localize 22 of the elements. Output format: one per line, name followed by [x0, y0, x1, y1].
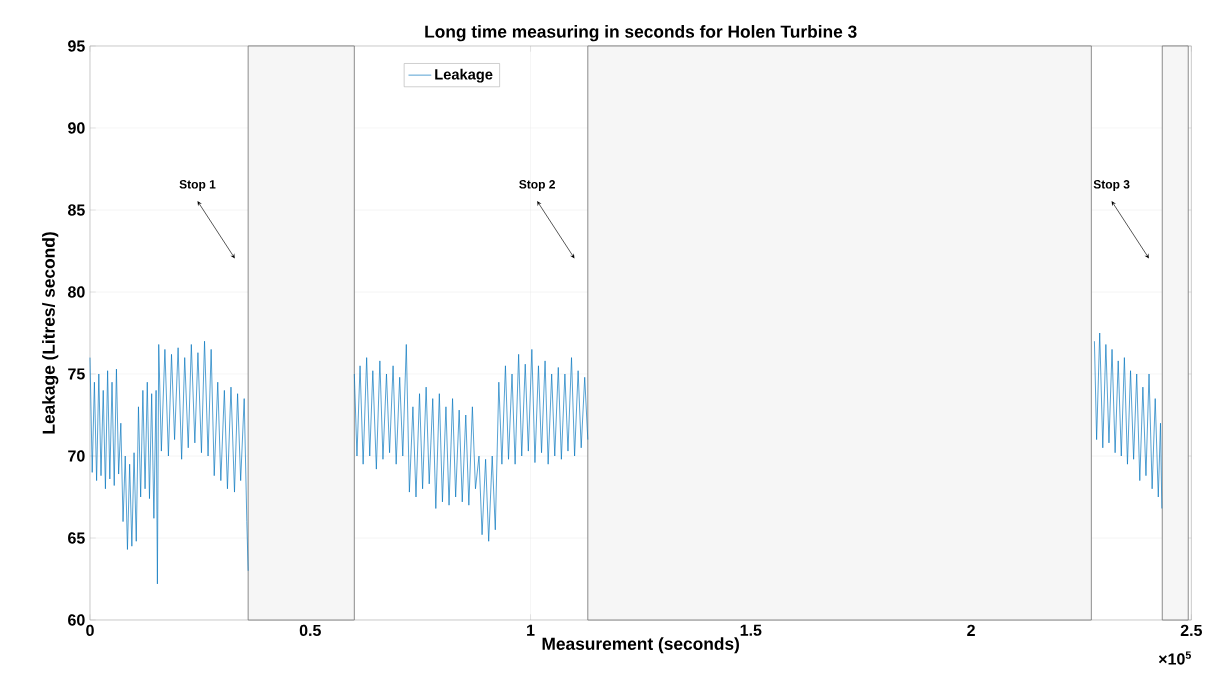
- legend-label: Leakage: [435, 68, 493, 83]
- annotation: Stop 2: [519, 180, 555, 191]
- annotation: Stop 3: [1093, 180, 1130, 191]
- x-axis-title: Measurement (seconds): [542, 637, 739, 654]
- y-tick-label: 75: [68, 368, 85, 380]
- x-tick-label: 1.5: [740, 624, 762, 636]
- y-tick-label: 95: [68, 40, 85, 52]
- chart-title: Long time measuring in seconds for Holen Turbine 3: [425, 25, 857, 42]
- y-tick-label: 60: [68, 614, 85, 626]
- y-tick-label: 65: [68, 532, 85, 544]
- annotation: Stop 1: [179, 180, 216, 191]
- y-tick-label: 80: [68, 286, 85, 298]
- x-tick-label: 0.5: [299, 624, 321, 637]
- y-axis-title: Leakage (Litres/ second): [42, 232, 59, 434]
- y-tick-label: 85: [68, 204, 85, 216]
- y-tick-label: 90: [68, 122, 85, 134]
- y-tick-label: 70: [68, 450, 85, 462]
- x-tick-label: 2: [967, 624, 975, 636]
- x-tick-label: 1: [527, 624, 535, 636]
- text: ×10$^{5}$: [1158, 651, 1191, 665]
- x-tick-label: 0: [86, 624, 94, 637]
- x-tick-label: 2.5: [1180, 624, 1203, 637]
